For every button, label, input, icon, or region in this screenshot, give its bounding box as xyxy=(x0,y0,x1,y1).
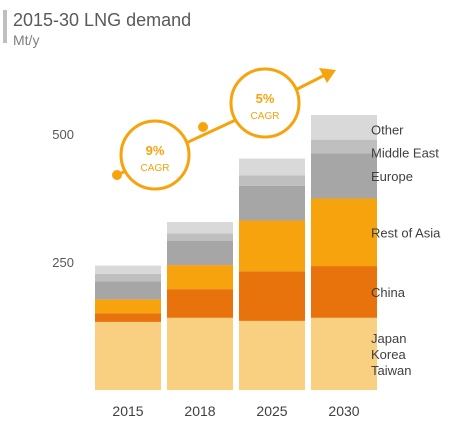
legend-label-japan-korea-taiwan: Korea xyxy=(371,347,406,362)
bars xyxy=(95,115,377,390)
y-tick-label: 250 xyxy=(52,255,74,270)
bar-segment-europe-2018 xyxy=(167,241,233,266)
y-axis-ticks: 250 500 xyxy=(52,127,74,270)
bar-segment-rest-of-asia-2015 xyxy=(95,299,161,314)
legend-label-china: China xyxy=(371,285,406,300)
cagr-value: 5% xyxy=(256,91,275,106)
x-category-label: 2025 xyxy=(256,403,287,419)
bar-segment-other-2015 xyxy=(95,265,161,274)
legend-label-rest-of-asia: Rest of Asia xyxy=(371,225,441,240)
legend-label-japan-korea-taiwan: Taiwan xyxy=(371,363,411,378)
bar-segment-middle-east-2015 xyxy=(95,273,161,282)
bar-segment-middle-east-2025 xyxy=(239,175,305,186)
x-axis-labels: 2015 2018 2025 2030 xyxy=(112,403,359,419)
cagr-label: CAGR xyxy=(251,111,280,122)
x-category-label: 2030 xyxy=(328,403,359,419)
bar-segment-rest-of-asia-2030 xyxy=(311,198,377,267)
bar-segment-middle-east-2018 xyxy=(167,233,233,242)
bar-segment-china-2018 xyxy=(167,289,233,318)
bar-segment-japan-korea-taiwan-2030 xyxy=(311,317,377,390)
arrow-head-icon xyxy=(319,68,336,83)
bar-segment-rest-of-asia-2025 xyxy=(239,220,305,272)
x-category-label: 2015 xyxy=(112,403,143,419)
legend-label-europe: Europe xyxy=(371,169,413,184)
bar-segment-europe-2030 xyxy=(311,153,377,199)
bar-segment-other-2025 xyxy=(239,158,305,176)
bar-segment-china-2015 xyxy=(95,313,161,322)
bar-segment-china-2025 xyxy=(239,271,305,321)
cagr-badge-2015-2018: 9% CAGR xyxy=(119,119,191,191)
x-category-label: 2018 xyxy=(184,403,215,419)
bar-segment-japan-korea-taiwan-2025 xyxy=(239,320,305,390)
bar-segment-china-2030 xyxy=(311,266,377,318)
cagr-value: 9% xyxy=(146,143,165,158)
cagr-badge-circle xyxy=(229,67,301,139)
bar-segment-europe-2025 xyxy=(239,185,305,221)
bar-segment-middle-east-2030 xyxy=(311,139,377,154)
legend-label-middle-east: Middle East xyxy=(371,146,439,161)
arrow-mid-dot xyxy=(198,122,208,132)
legend-label-other: Other xyxy=(371,122,404,137)
bar-segment-other-2030 xyxy=(311,115,377,140)
cagr-badge-2018-2030: 5% CAGR xyxy=(229,67,301,139)
bar-segment-europe-2015 xyxy=(95,281,161,300)
legend-label-japan-korea-taiwan: Japan xyxy=(371,331,406,346)
bar-segment-japan-korea-taiwan-2015 xyxy=(95,321,161,390)
bar-segment-rest-of-asia-2018 xyxy=(167,265,233,290)
arrow-start-dot xyxy=(112,170,122,180)
title-accent-bar xyxy=(3,10,7,43)
chart-unit: Mt/y xyxy=(13,32,39,48)
chart-title: 2015-30 LNG demand xyxy=(13,10,191,30)
bar-segment-japan-korea-taiwan-2018 xyxy=(167,317,233,390)
bar-segment-other-2018 xyxy=(167,222,233,234)
cagr-label: CAGR xyxy=(141,163,170,174)
y-tick-label: 500 xyxy=(52,127,74,142)
cagr-badge-circle xyxy=(119,119,191,191)
